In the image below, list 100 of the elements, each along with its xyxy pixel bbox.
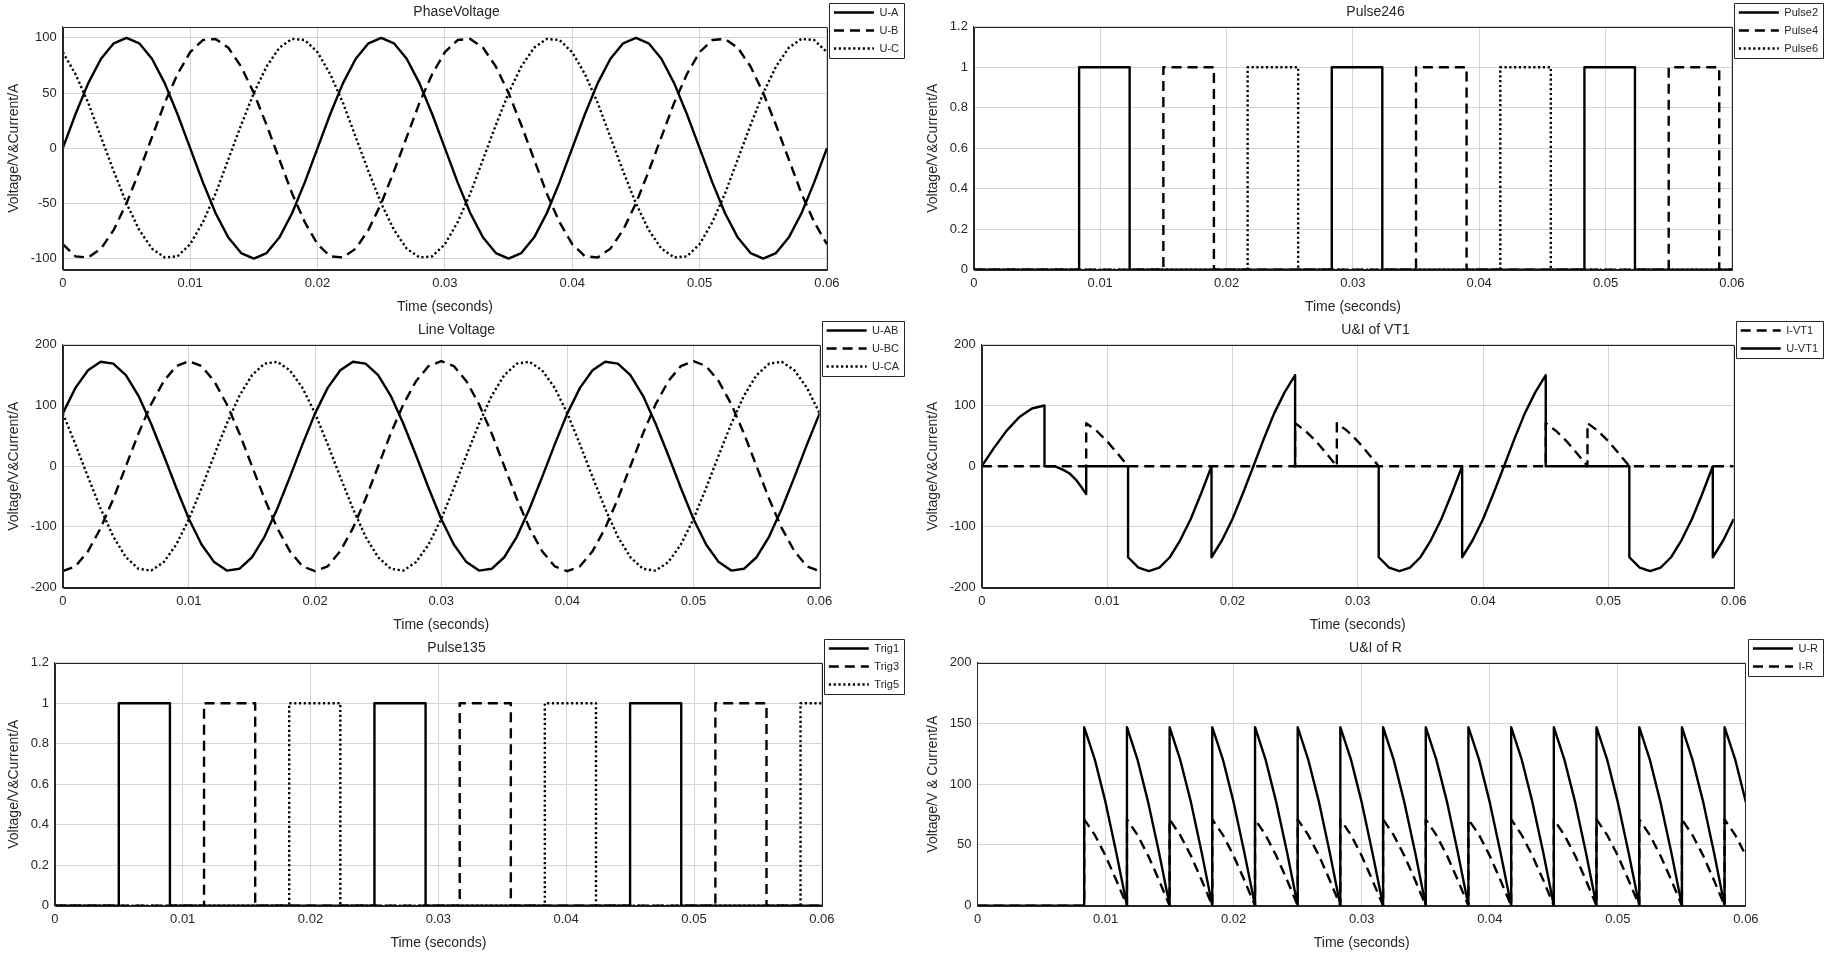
y-tick-label: 100 [949,775,972,791]
x-tick-label: 0.06 [814,274,840,290]
x-tick-label: 0.01 [176,592,202,608]
x-tick-label: 0.02 [297,910,324,926]
y-axis-title: Voltage/V&Current/A [924,400,941,531]
legend-label: Trig3 [874,659,899,672]
x-tick-label: 0.06 [806,592,833,608]
legend-label: U-AB [872,323,899,336]
legend-label: U-VT1 [1786,341,1818,354]
x-axis-title: Time (seconds) [393,616,490,633]
x-tick-label: 0.04 [1470,592,1496,608]
y-tick-label: -200 [30,579,57,595]
y-axis-title: Voltage/V&Current/A [5,82,22,213]
legend-label: Trig5 [874,677,899,690]
legend-label: I-R [1798,659,1814,672]
x-tick-label: 0.03 [1349,910,1375,926]
y-tick-label: 50 [957,836,972,852]
y-tick-label: 0 [964,897,972,913]
x-tick-label: 0 [59,592,67,608]
x-tick-label: 0.06 [1719,274,1745,290]
y-tick-label: 100 [35,397,57,413]
y-tick-label: 0.2 [30,856,49,872]
x-axis-title: Time (seconds) [1313,934,1410,951]
chart-title: Pulse246 [1346,3,1405,20]
x-tick-label: 0.02 [304,274,331,290]
legend-label: U-BC [872,341,900,354]
x-tick-label: 0.02 [302,592,328,608]
legend-label: Pulse6 [1784,41,1819,54]
legend-label: U-R [1798,641,1819,654]
x-tick-label: 0.05 [1595,592,1622,608]
y-tick-label: 0 [968,457,976,473]
x-tick-label: 0.01 [1087,274,1113,290]
y-tick-label: 0.8 [30,735,49,751]
x-tick-label: 0.05 [680,592,707,608]
x-tick-label: 0.01 [170,910,196,926]
y-tick-label: 50 [42,84,57,100]
y-tick-label: 150 [949,715,972,731]
x-tick-label: 0.06 [1721,592,1747,608]
x-tick-label: 0.04 [1466,274,1492,290]
chart-title: U&I of VT1 [1341,321,1410,338]
x-axis-title: Time (seconds) [1304,298,1401,315]
y-tick-label: 0.4 [30,816,49,832]
x-tick-label: 0.04 [554,592,580,608]
y-tick-label: 0.8 [949,99,968,115]
x-tick-label: 0.03 [1340,274,1366,290]
y-tick-label: 100 [954,397,976,413]
y-tick-label: 0 [49,457,57,473]
y-tick-label: 1.2 [949,18,968,34]
y-tick-label: 1 [960,58,968,74]
y-tick-label: 100 [35,29,57,45]
x-tick-label: 0.03 [428,592,454,608]
x-tick-label: 0.02 [1219,592,1246,608]
y-tick-label: 0.4 [949,180,968,196]
legend-label: U-A [879,5,900,18]
x-tick-label: 0 [978,592,986,608]
y-tick-label: 200 [949,654,972,670]
y-tick-label: -100 [30,518,57,534]
y-tick-label: 0 [960,261,968,277]
x-tick-label: 0.05 [686,274,713,290]
y-tick-label: -50 [38,194,57,210]
x-tick-label: 0.03 [425,910,452,926]
chart-title: PhaseVoltage [413,3,500,20]
y-tick-label: -100 [30,250,57,266]
y-tick-label: 1.2 [30,654,49,670]
legend-label: U-C [879,41,900,54]
y-tick-label: 0.6 [949,139,968,155]
x-tick-label: 0.01 [1092,910,1119,926]
x-tick-label: 0.06 [809,910,835,926]
y-axis-title: Voltage/V&Current/A [924,82,941,213]
legend-label: U-B [879,23,899,36]
x-tick-label: 0.01 [177,274,203,290]
legend-label: Pulse4 [1784,23,1819,36]
x-tick-label: 0.06 [1733,910,1759,926]
y-tick-label: 0 [41,897,49,913]
legend-label: U-CA [872,359,900,372]
x-axis-title: Time (seconds) [396,298,493,315]
x-tick-label: 0.05 [1605,910,1631,926]
y-tick-label: 200 [35,336,57,352]
x-tick-label: 0.05 [1592,274,1619,290]
chart-title: U&I of R [1349,639,1402,656]
y-tick-label: -200 [949,579,976,595]
y-tick-label: -100 [949,518,976,534]
legend-label: I-VT1 [1786,323,1814,336]
y-tick-label: 0.2 [949,220,968,236]
y-tick-label: 0.6 [30,775,49,791]
y-tick-label: 1 [41,694,49,710]
chart-title: Line Voltage [417,321,496,338]
legend-label: Pulse2 [1784,5,1819,18]
y-axis-title: Voltage/V&Current/A [5,400,22,531]
x-axis-title: Time (seconds) [1309,616,1406,633]
x-tick-label: 0.02 [1220,910,1247,926]
x-tick-label: 0 [59,274,67,290]
x-tick-label: 0.05 [681,910,707,926]
x-axis-title: Time (seconds) [390,934,487,951]
x-tick-label: 0.04 [559,274,585,290]
x-tick-label: 0.04 [553,910,579,926]
x-tick-label: 0.02 [1213,274,1240,290]
x-tick-label: 0.01 [1094,592,1120,608]
y-tick-label: 200 [954,336,976,352]
x-tick-label: 0.04 [1477,910,1503,926]
